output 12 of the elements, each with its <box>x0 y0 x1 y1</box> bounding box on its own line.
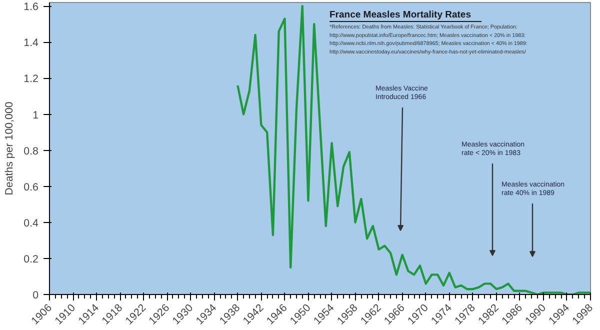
y-tick-label: 1.4 <box>24 37 39 50</box>
y-tick-label: 0.4 <box>24 217 39 230</box>
y-tick-label: 1.6 <box>24 1 39 14</box>
y-axis-title: Deaths per 100,000 <box>4 102 16 196</box>
text: France Measles Mortality Rates <box>330 10 472 20</box>
line-series <box>236 5 590 294</box>
y-tick-label: 0 <box>32 290 39 302</box>
y-tick-label: 0.6 <box>24 181 39 194</box>
y-tick-label: 0.2 <box>24 253 39 266</box>
y-tick-label: 1 <box>32 109 39 122</box>
y-tick-label: 1.2 <box>24 73 39 86</box>
y-tick-label: 0.8 <box>24 145 39 158</box>
